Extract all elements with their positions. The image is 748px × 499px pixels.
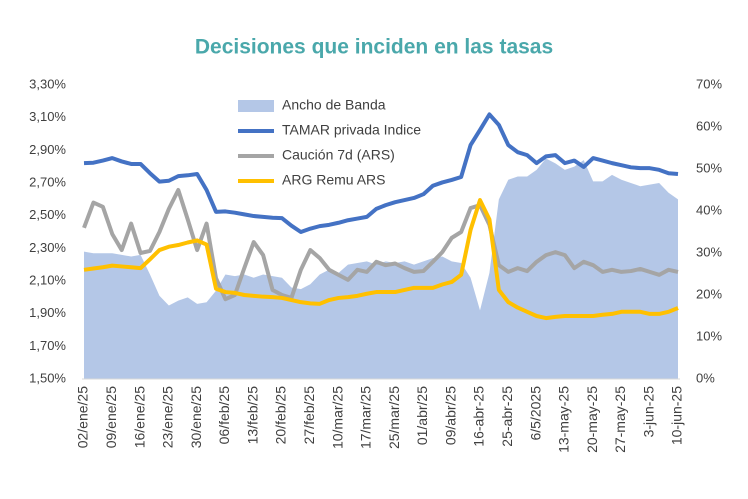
legend-label: Ancho de Banda: [282, 97, 386, 113]
legend-label: TAMAR privada Indice: [282, 122, 421, 138]
line: [83, 112, 679, 234]
x-tick-label: 6/5/2025: [527, 386, 543, 441]
x-tick-label: 27/feb/25: [301, 386, 317, 445]
legend-label: ARG Remu ARS: [282, 172, 385, 188]
x-tick-label: 10/mar/25: [329, 386, 345, 449]
x-tick-label: 25-abr-25: [499, 386, 515, 447]
x-tick-label: 09/ene/25: [103, 386, 119, 448]
y-tick-label: 2,90%: [29, 142, 66, 157]
x-tick-label: 25/mar/25: [386, 386, 402, 449]
x-tick-label: 13/feb/25: [244, 386, 260, 445]
y2-tick-label: 70%: [696, 76, 722, 91]
legend-label: Caución 7d (ARS): [282, 147, 395, 163]
x-tick-label: 02/ene/25: [75, 386, 91, 448]
x-tick-label: 20/feb/25: [273, 386, 289, 445]
y-tick-label: 2,70%: [29, 174, 66, 189]
x-tick-label: 3-jun-25: [640, 386, 656, 438]
y-tick-label: 2,50%: [29, 207, 66, 222]
y2-tick-label: 20%: [696, 286, 722, 301]
y2-tick-label: 30%: [696, 244, 722, 259]
chart-title: Decisiones que inciden en las tasas: [195, 36, 553, 59]
line: [82, 188, 679, 302]
x-tick-label: 16-abr-25: [471, 386, 487, 447]
x-tick-label: 23/ene/25: [160, 386, 176, 448]
y2-tick-label: 10%: [696, 328, 722, 343]
area: [84, 158, 678, 379]
x-tick-label: 10-jun-25: [669, 386, 685, 445]
y2-tick-label: 60%: [696, 118, 722, 133]
y2-tick-label: 0%: [696, 370, 715, 385]
y-tick-label: 3,30%: [29, 76, 66, 91]
x-tick-label: 01/abr/25: [414, 386, 430, 445]
legend-swatch: [238, 100, 274, 112]
x-tick-label: 16/ene/25: [131, 386, 147, 448]
x-tick-label: 06/feb/25: [216, 386, 232, 445]
x-tick-label: 27-may-25: [612, 386, 628, 453]
y-tick-label: 2,30%: [29, 240, 66, 255]
y-tick-label: 3,10%: [29, 109, 66, 124]
x-tick-label: 20-may-25: [584, 386, 600, 453]
y-tick-label: 1,90%: [29, 305, 66, 320]
x-tick-label: 13-may-25: [556, 386, 572, 453]
x-tick-label: 30/ene/25: [188, 386, 204, 448]
x-tick-label: 09/abr/25: [442, 386, 458, 445]
y-tick-label: 2,10%: [29, 272, 66, 287]
y-tick-label: 1,70%: [29, 338, 66, 353]
line: [83, 198, 679, 321]
y2-tick-label: 50%: [696, 160, 722, 175]
y2-tick-label: 40%: [696, 202, 722, 217]
y-tick-label: 1,50%: [29, 370, 66, 385]
x-tick-label: 17/mar/25: [358, 386, 374, 449]
